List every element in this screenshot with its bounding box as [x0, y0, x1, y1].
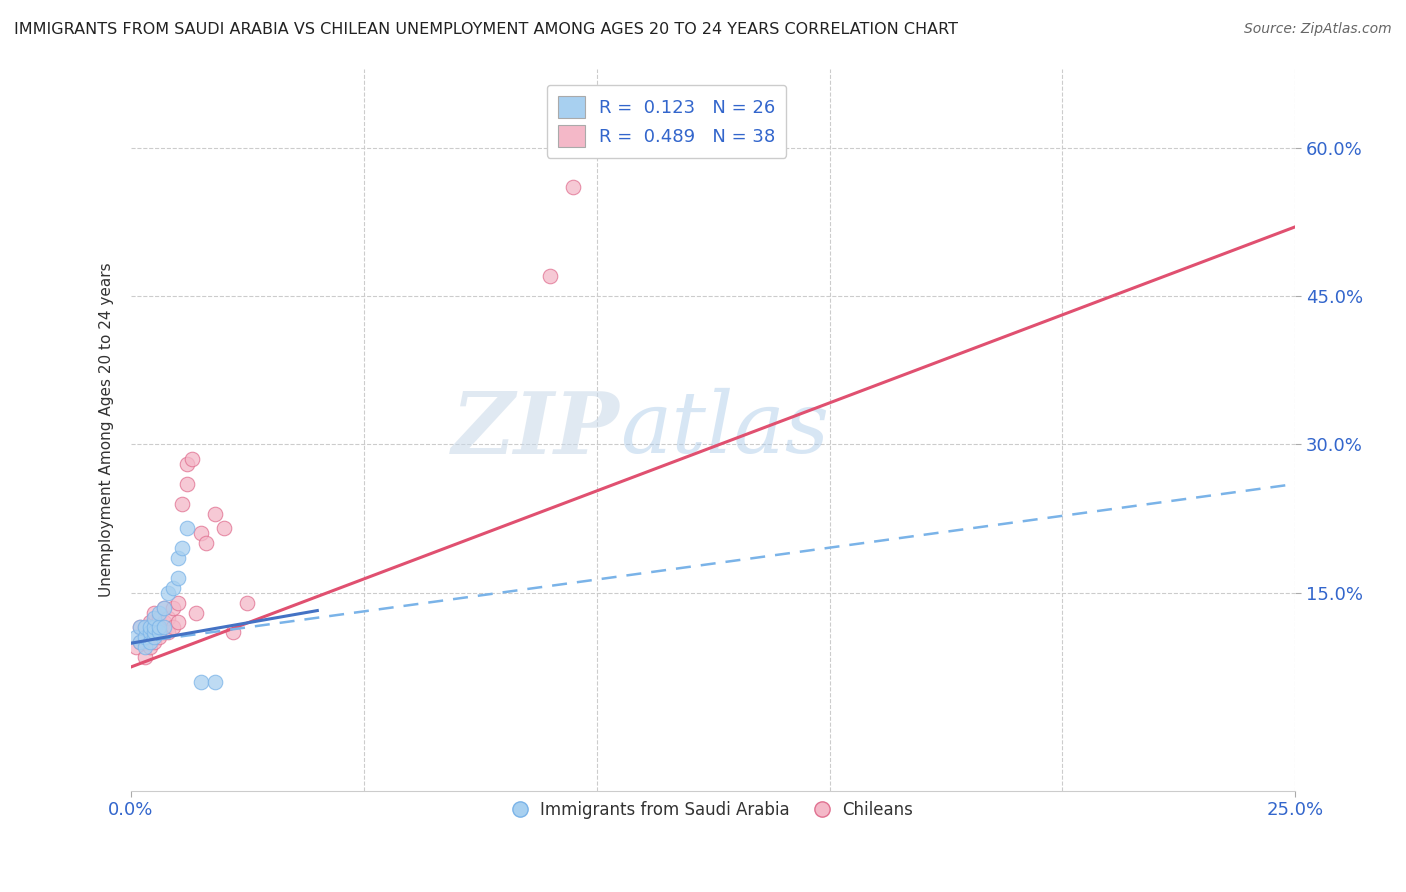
Point	[236, 596, 259, 610]
Legend: Immigrants from Saudi Arabia, Chileans: Immigrants from Saudi Arabia, Chileans	[508, 794, 920, 826]
Text: Source: ZipAtlas.com: Source: ZipAtlas.com	[1244, 22, 1392, 37]
Point	[162, 581, 184, 595]
Point	[172, 541, 194, 556]
Point	[166, 596, 188, 610]
Point	[204, 507, 226, 521]
Point	[138, 635, 160, 649]
Point	[152, 600, 174, 615]
Point	[134, 620, 156, 634]
Point	[186, 606, 208, 620]
Text: ZIP: ZIP	[453, 388, 620, 471]
Text: IMMIGRANTS FROM SAUDI ARABIA VS CHILEAN UNEMPLOYMENT AMONG AGES 20 TO 24 YEARS C: IMMIGRANTS FROM SAUDI ARABIA VS CHILEAN …	[14, 22, 957, 37]
Point	[143, 620, 166, 634]
Point	[134, 640, 156, 655]
Point	[129, 635, 152, 649]
Point	[162, 600, 184, 615]
Point	[176, 521, 198, 535]
Text: atlas: atlas	[620, 388, 830, 471]
Point	[148, 620, 170, 634]
Point	[129, 620, 152, 634]
Point	[148, 625, 170, 640]
Point	[152, 615, 174, 630]
Point	[204, 674, 226, 689]
Point	[143, 606, 166, 620]
Point	[143, 625, 166, 640]
Point	[143, 615, 166, 630]
Point	[138, 625, 160, 640]
Point	[538, 269, 561, 284]
Point	[162, 620, 184, 634]
Point	[138, 615, 160, 630]
Point	[125, 640, 148, 655]
Point	[190, 674, 212, 689]
Point	[152, 625, 174, 640]
Point	[190, 526, 212, 541]
Point	[166, 571, 188, 585]
Point	[148, 606, 170, 620]
Point	[134, 620, 156, 634]
Point	[166, 615, 188, 630]
Point	[129, 635, 152, 649]
Point	[172, 497, 194, 511]
Point	[157, 610, 180, 624]
Point	[138, 640, 160, 655]
Point	[143, 635, 166, 649]
Point	[134, 630, 156, 644]
Point	[129, 620, 152, 634]
Point	[157, 625, 180, 640]
Point	[180, 452, 202, 467]
Point	[143, 610, 166, 624]
Point	[138, 620, 160, 634]
Point	[134, 650, 156, 665]
Point	[152, 600, 174, 615]
Point	[176, 457, 198, 471]
Point	[194, 536, 217, 550]
Point	[166, 551, 188, 566]
Point	[138, 630, 160, 644]
Point	[152, 620, 174, 634]
Point	[562, 180, 585, 194]
Point	[222, 625, 245, 640]
Point	[157, 586, 180, 600]
Y-axis label: Unemployment Among Ages 20 to 24 years: Unemployment Among Ages 20 to 24 years	[100, 262, 114, 597]
Point	[148, 630, 170, 644]
Point	[134, 635, 156, 649]
Point	[148, 610, 170, 624]
Point	[143, 630, 166, 644]
Point	[176, 477, 198, 491]
Point	[212, 521, 235, 535]
Point	[125, 630, 148, 644]
Point	[143, 625, 166, 640]
Point	[148, 620, 170, 634]
